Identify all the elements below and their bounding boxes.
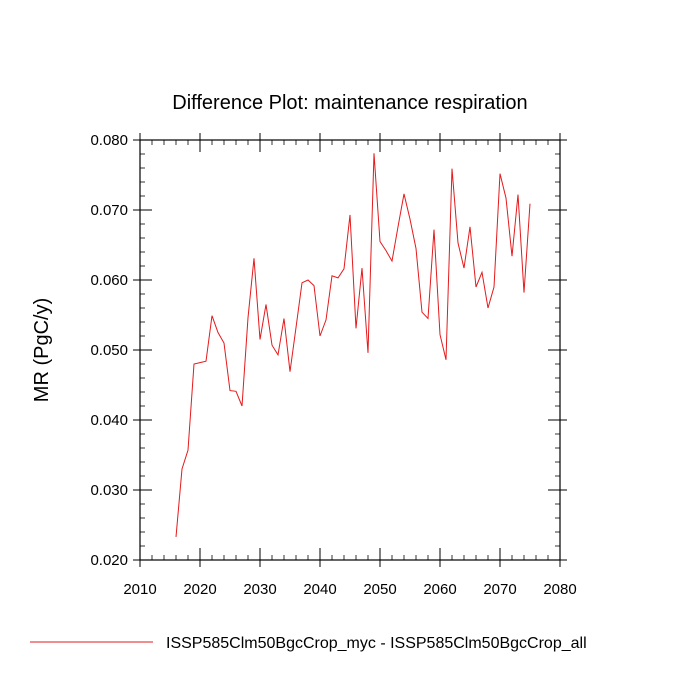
y-axis-label: MR (PgC/y) bbox=[31, 298, 53, 402]
x-tick-label: 2050 bbox=[363, 581, 396, 598]
x-tick-label: 2060 bbox=[423, 581, 456, 598]
legend: ISSP585Clm50BgcCrop_myc - ISSP585Clm50Bg… bbox=[30, 635, 587, 652]
y-tick-label: 0.030 bbox=[90, 482, 128, 499]
x-tick-label: 2030 bbox=[243, 581, 276, 598]
x-tick-label: 2070 bbox=[483, 581, 516, 598]
series-group bbox=[175, 153, 531, 537]
x-tick-label: 2020 bbox=[183, 581, 216, 598]
y-tick-label: 0.080 bbox=[90, 132, 128, 149]
x-tick-label: 2080 bbox=[543, 581, 576, 598]
x-tick-label: 2010 bbox=[123, 581, 156, 598]
plot-frame bbox=[139, 139, 561, 561]
y-tick-label: 0.020 bbox=[90, 552, 128, 569]
y-tick-label: 0.040 bbox=[90, 412, 128, 429]
series-line-0 bbox=[175, 153, 531, 537]
y-tick-label: 0.050 bbox=[90, 342, 128, 359]
x-tick-label: 2040 bbox=[303, 581, 336, 598]
legend-label: ISSP585Clm50BgcCrop_myc - ISSP585Clm50Bg… bbox=[166, 635, 587, 652]
chart-title: Difference Plot: maintenance respiration bbox=[172, 92, 527, 114]
axis-ticks bbox=[133, 133, 567, 567]
y-tick-label: 0.070 bbox=[90, 202, 128, 219]
tick-labels: 2010 2020 2030 2040 2050 2060 2070 2080 0.020 0.0… bbox=[90, 132, 576, 598]
y-tick-label: 0.060 bbox=[90, 272, 128, 289]
